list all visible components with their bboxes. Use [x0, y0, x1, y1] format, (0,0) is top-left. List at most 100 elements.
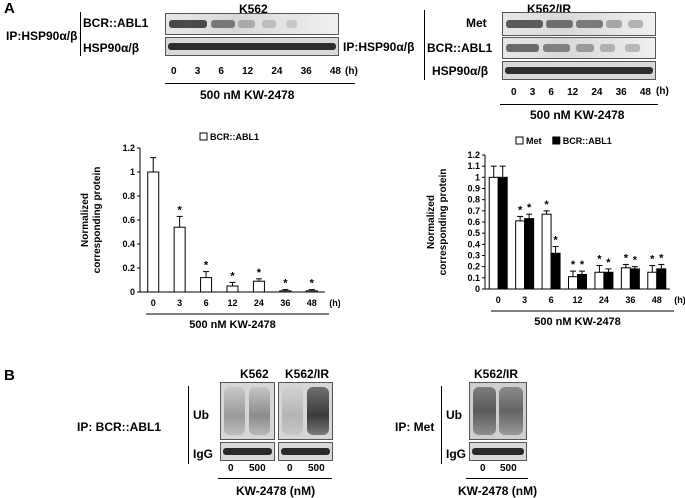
panel-b-right-row-ub: Ub — [446, 408, 462, 422]
significance-mark: * — [553, 235, 558, 247]
significance-mark: * — [527, 202, 532, 214]
panel-b-right-igg-image — [469, 442, 527, 461]
y-tick-label: 0.9 — [467, 184, 480, 194]
blot-left-time-label: 3 — [194, 66, 201, 77]
blot-right-time-labels: 0 3 6 12 24 36 48 — [511, 87, 651, 98]
bar — [488, 176, 499, 290]
blot-right-met-image — [502, 12, 656, 36]
panel-b-left-cell-line-2: K562/IR — [285, 367, 330, 381]
panel-b-right-dose-2: 500 — [500, 463, 517, 474]
bar — [603, 271, 614, 290]
blot-left-treatment-line — [165, 83, 355, 84]
blot-right-bracket — [424, 10, 425, 80]
y-tick-label: 0.5 — [467, 228, 480, 238]
y-tick-label: 1.2 — [122, 143, 135, 153]
panel-b-left-treatment: KW-2478 (nM) — [236, 484, 316, 498]
blot-left-treatment: 500 nM KW-2478 — [200, 88, 295, 102]
bar — [173, 226, 186, 293]
panel-b-right-dose-1: 0 — [480, 463, 486, 474]
blot-right-row-2: BCR::ABL1 — [427, 41, 493, 55]
panel-b-right-bracket — [441, 386, 442, 464]
blot-right-row-3: HSP90α/β — [432, 64, 489, 78]
x-tick-label: 48 — [652, 295, 662, 305]
bar — [541, 213, 552, 290]
significance-mark: * — [606, 257, 611, 269]
bar — [515, 220, 526, 290]
y-tick-label: 0.8 — [122, 191, 135, 201]
legend-swatch — [515, 136, 524, 145]
bar — [568, 276, 578, 290]
panel-b-right-treatment-line — [466, 478, 528, 479]
y-tick-label: 0.7 — [467, 206, 480, 216]
blot-right-time-label: 12 — [567, 87, 579, 98]
blot-left-time-label: 36 — [300, 66, 312, 77]
x-tick-label: 12 — [572, 295, 582, 305]
blot-right-hsp90-image — [502, 61, 656, 80]
panel-b-left-dose-2: 500 — [249, 463, 266, 474]
x-tick-label: 0 — [496, 295, 501, 305]
y-tick-label: 0.2 — [467, 262, 480, 272]
blot-left-ip-label: IP:HSP90α/β — [6, 29, 78, 43]
panel-b-left-igg-k562-image — [220, 442, 275, 461]
panel-b-left-bracket — [188, 386, 189, 464]
bar — [147, 171, 160, 293]
panel-b-left-dose-4: 500 — [308, 463, 325, 474]
significance-mark: * — [257, 267, 262, 279]
panel-a-label: A — [4, 0, 15, 17]
panel-b-label: B — [4, 367, 15, 384]
panel-b-right-treatment: KW-2478 (nM) — [458, 484, 538, 498]
blot-right-time-label: 36 — [615, 87, 627, 98]
blot-right-time-label: 6 — [548, 87, 554, 98]
bar — [629, 268, 640, 290]
blot-left-time-label: 0 — [171, 66, 177, 77]
significance-mark: * — [310, 278, 315, 290]
y-tick-label: 1 — [130, 167, 135, 177]
y-tick-label: 0.4 — [122, 239, 135, 249]
panel-b-right-row-igg: IgG — [446, 447, 466, 461]
significance-mark: * — [230, 270, 235, 282]
blot-left-unit: (h) — [345, 66, 358, 77]
blot-left-row-1: BCR::ABL1 — [83, 16, 149, 30]
y-axis-label: corresponding protein — [438, 169, 449, 276]
bar — [647, 271, 658, 290]
blot-left-bracket — [80, 12, 81, 56]
panel-b-left-dose-3: 0 — [287, 463, 293, 474]
blot-right-treatment-line — [500, 104, 658, 105]
legend-label: BCR::ABL1 — [210, 132, 259, 142]
blot-right-row-1: Met — [466, 16, 487, 30]
bar — [656, 268, 667, 290]
blot-left-time-label: 48 — [329, 66, 341, 77]
y-tick-label: 0.6 — [467, 217, 480, 227]
panel-b-right-cell-line: K562/IR — [474, 367, 519, 381]
blot-right-time-label: 48 — [639, 87, 651, 98]
blot-left-time-label: 12 — [242, 66, 254, 77]
y-tick-label: 0 — [130, 287, 135, 297]
bar — [305, 290, 318, 293]
significance-mark: * — [178, 204, 183, 216]
bar — [279, 290, 292, 293]
x-axis-label: 500 nM KW-2478 — [189, 319, 276, 328]
bar — [226, 285, 239, 293]
significance-mark: * — [544, 199, 549, 211]
y-tick-label: 0.6 — [122, 215, 135, 225]
blot-left-time-labels: 0 3 6 12 24 36 48 — [171, 66, 341, 77]
legend-swatch — [552, 136, 561, 145]
panel-b-right-ub-image — [469, 382, 527, 440]
panel-b-left-treatment-line — [218, 478, 332, 479]
x-axis-label: 500 nM KW-2478 — [534, 316, 621, 328]
panel-b-left-row-ub: Ub — [193, 408, 209, 422]
significance-mark: * — [283, 278, 288, 290]
x-tick-label: 24 — [599, 295, 609, 305]
blot-right-time-label: 24 — [591, 87, 603, 98]
bar — [577, 273, 587, 290]
y-axis-label: corresponding protein — [92, 167, 103, 274]
blot-right-time-label: 3 — [529, 87, 536, 98]
significance-mark: * — [518, 204, 523, 216]
chart-right: 00.10.20.30.40.50.60.70.80.911.11.2Norma… — [426, 136, 685, 328]
bar — [524, 218, 535, 290]
y-tick-label: 1.2 — [467, 150, 480, 160]
bar — [620, 267, 631, 290]
x-tick-label: 36 — [625, 295, 635, 305]
y-tick-label: 0.8 — [467, 195, 480, 205]
panel-b-left-dose-1: 0 — [228, 463, 234, 474]
